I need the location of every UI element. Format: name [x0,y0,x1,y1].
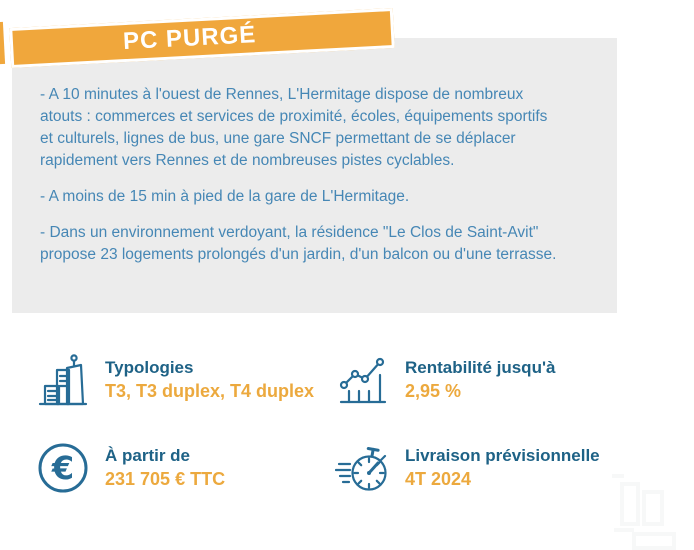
feature-text: À partir de 231 705 € TTC [105,446,225,490]
description-paragraph: - A moins de 15 min à pied de la gare de… [40,188,410,205]
ribbon-fold [0,21,6,65]
feature-delivery: Livraison prévisionnelle 4T 2024 [335,440,639,496]
feature-value: 4T 2024 [405,469,472,489]
feature-text: Rentabilité jusqu'à 2,95 % [405,358,555,402]
feature-title: Rentabilité jusqu'à [405,358,556,377]
feature-rentability: Rentabilité jusqu'à 2,95 % [335,352,639,408]
feature-value: 231 705 € TTC [105,469,226,489]
feature-value: T3, T3 duplex, T4 duplex [105,381,315,401]
buildings-icon [35,352,91,408]
description-panel: - A 10 minutes à l'ouest de Rennes, L'He… [12,38,617,313]
svg-text:€: € [51,449,74,487]
feature-price: € À partir de 231 705 € TTC [35,440,335,496]
description-paragraph: - A 10 minutes à l'ouest de Rennes, L'He… [40,86,548,169]
stopwatch-icon [335,440,391,496]
watermark-buildings [612,474,676,550]
feature-title: Livraison prévisionnelle [405,446,600,465]
euro-icon: € [35,440,91,496]
description-paragraph: - Dans un environnement verdoyant, la ré… [40,224,557,263]
key-facts-grid: Typologies T3, T3 duplex, T4 duplex [35,352,639,496]
feature-title: À partir de [105,446,191,465]
feature-text: Typologies T3, T3 duplex, T4 duplex [105,358,314,402]
feature-value: 2,95 % [405,381,462,401]
feature-title: Typologies [105,358,194,377]
ribbon-label: PC PURGÉ [122,21,257,56]
feature-typologies: Typologies T3, T3 duplex, T4 duplex [35,352,335,408]
feature-text: Livraison prévisionnelle 4T 2024 [405,446,600,490]
growth-chart-icon [335,352,391,408]
